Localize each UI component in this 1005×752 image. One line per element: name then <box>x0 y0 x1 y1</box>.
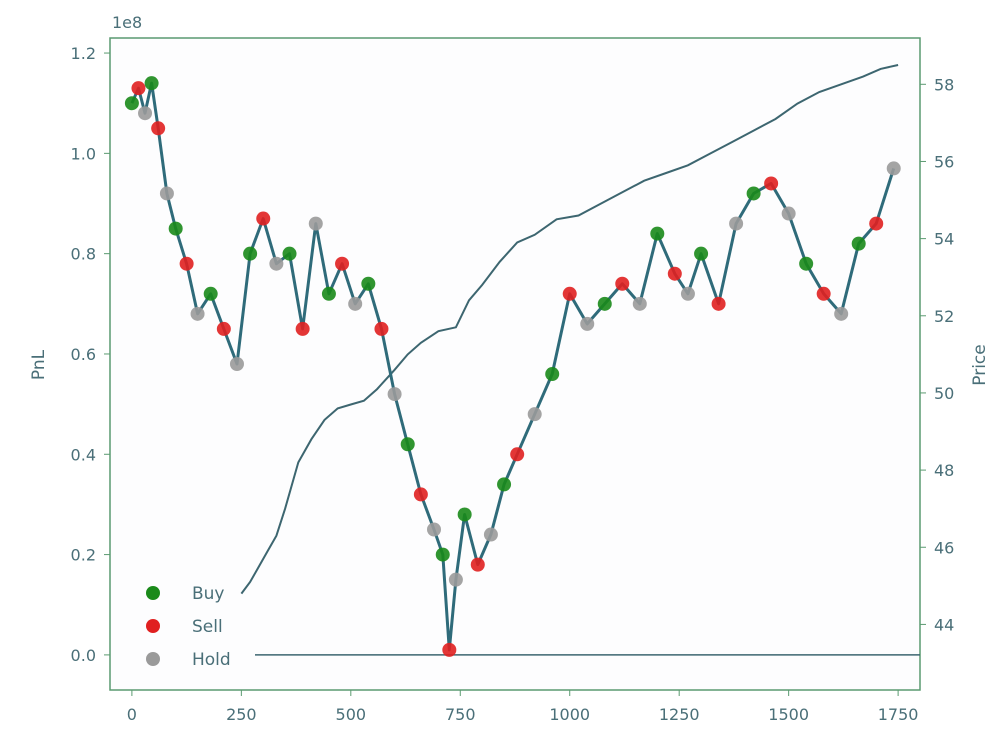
right-y-tick-label: 48 <box>934 461 954 480</box>
pnl-marker-hold <box>680 286 695 301</box>
pnl-marker-buy <box>400 437 415 452</box>
pnl-marker-sell <box>295 321 310 336</box>
pnl-marker-hold <box>527 407 542 422</box>
pnl-marker-hold <box>229 357 244 371</box>
left-y-tick-label: 0.6 <box>71 345 96 364</box>
pnl-marker-hold <box>886 161 901 176</box>
right-y-tick-label: 58 <box>934 75 954 94</box>
pnl-marker-sell <box>816 286 831 301</box>
pnl-marker-sell <box>151 121 166 136</box>
pnl-marker-hold <box>308 216 323 231</box>
right-y-tick-label: 50 <box>934 384 954 403</box>
pnl-marker-buy <box>203 286 218 301</box>
x-tick-label: 500 <box>336 705 367 724</box>
pnl-marker-sell <box>413 487 428 502</box>
right-y-tick-label: 44 <box>934 615 954 634</box>
right-y-tick-label: 56 <box>934 152 954 171</box>
right-y-tick-label: 46 <box>934 538 954 557</box>
pnl-marker-sell <box>131 81 146 96</box>
right-y-tick-label: 54 <box>934 230 954 249</box>
pnl-marker-hold <box>729 216 744 231</box>
pnl-marker-buy <box>694 246 709 261</box>
left-y-tick-label: 0.0 <box>71 646 96 665</box>
plot-frame <box>109 37 921 691</box>
pnl-marker-buy <box>435 547 450 562</box>
legend-label-sell: Sell <box>192 617 223 637</box>
pnl-marker-hold <box>387 387 402 402</box>
pnl-marker-buy <box>497 477 512 492</box>
pnl-marker-sell <box>667 266 682 281</box>
left-y-tick-label: 0.8 <box>71 245 96 264</box>
pnl-marker-sell <box>510 447 525 462</box>
price-line <box>240 64 899 595</box>
left-y-tick-label: 1.2 <box>71 44 96 63</box>
pnl-marker-buy <box>457 507 472 522</box>
pnl-marker-buy <box>799 256 814 271</box>
x-tick-label: 0 <box>127 705 137 724</box>
pnl-marker-sell <box>869 216 884 231</box>
pnl-marker-hold <box>269 256 284 271</box>
pnl-marker-buy <box>650 226 665 241</box>
pnl-marker-buy <box>851 236 866 251</box>
pnl-marker-sell <box>374 321 389 336</box>
pnl-marker-hold <box>159 186 174 201</box>
pnl-marker-buy <box>124 96 139 111</box>
pnl-marker-sell <box>216 321 231 336</box>
legend-marker-sell <box>146 619 160 633</box>
pnl-marker-sell <box>764 176 779 191</box>
left-axis-multiplier-label: 1e8 <box>112 13 142 32</box>
pnl-marker-sell <box>442 642 457 657</box>
pnl-marker-buy <box>361 276 376 291</box>
left-axis-title: PnL <box>29 349 49 380</box>
pnl-marker-buy <box>545 367 560 382</box>
x-tick-label: 1500 <box>768 705 809 724</box>
pnl-marker-hold <box>448 572 463 587</box>
pnl-marker-hold <box>632 296 647 311</box>
pnl-marker-buy <box>746 186 761 201</box>
pnl-marker-hold <box>781 206 796 221</box>
left-y-tick-label: 0.2 <box>71 546 96 565</box>
legend-marker-hold <box>146 652 160 666</box>
left-y-tick-label: 0.4 <box>71 445 96 464</box>
pnl-marker-sell <box>256 211 271 226</box>
pnl-marker-hold <box>834 306 849 321</box>
pnl-marker-sell <box>470 557 485 572</box>
right-y-tick-label: 52 <box>934 307 954 326</box>
pnl-marker-hold <box>138 106 153 121</box>
pnl-marker-hold <box>427 522 441 537</box>
pnl-marker-hold <box>483 527 498 542</box>
pnl-marker-buy <box>321 286 336 301</box>
pnl-marker-buy <box>597 296 612 311</box>
legend-marker-buy <box>146 586 160 600</box>
left-y-tick-label: 1.0 <box>71 144 96 163</box>
pnl-marker-sell <box>179 256 194 271</box>
pnl-marker-buy <box>282 246 297 261</box>
pnl-marker-hold <box>190 306 205 321</box>
x-tick-label: 1000 <box>549 705 590 724</box>
pnl-marker-sell <box>335 256 350 271</box>
pnl-marker-buy <box>168 221 183 236</box>
legend-label-hold: Hold <box>192 650 231 670</box>
pnl-marker-hold <box>580 316 595 331</box>
x-tick-label: 250 <box>226 705 257 724</box>
pnl-marker-sell <box>615 276 630 291</box>
x-tick-label: 1250 <box>659 705 700 724</box>
pnl-marker-buy <box>243 246 258 261</box>
pnl-marker-sell <box>711 296 726 311</box>
right-axis-title: Price <box>970 344 990 385</box>
x-tick-label: 750 <box>445 705 476 724</box>
legend-label-buy: Buy <box>192 584 225 604</box>
pnl-marker-buy <box>144 76 159 91</box>
x-tick-label: 1750 <box>878 705 919 724</box>
pnl-marker-sell <box>562 286 577 301</box>
pnl-marker-hold <box>348 296 363 311</box>
